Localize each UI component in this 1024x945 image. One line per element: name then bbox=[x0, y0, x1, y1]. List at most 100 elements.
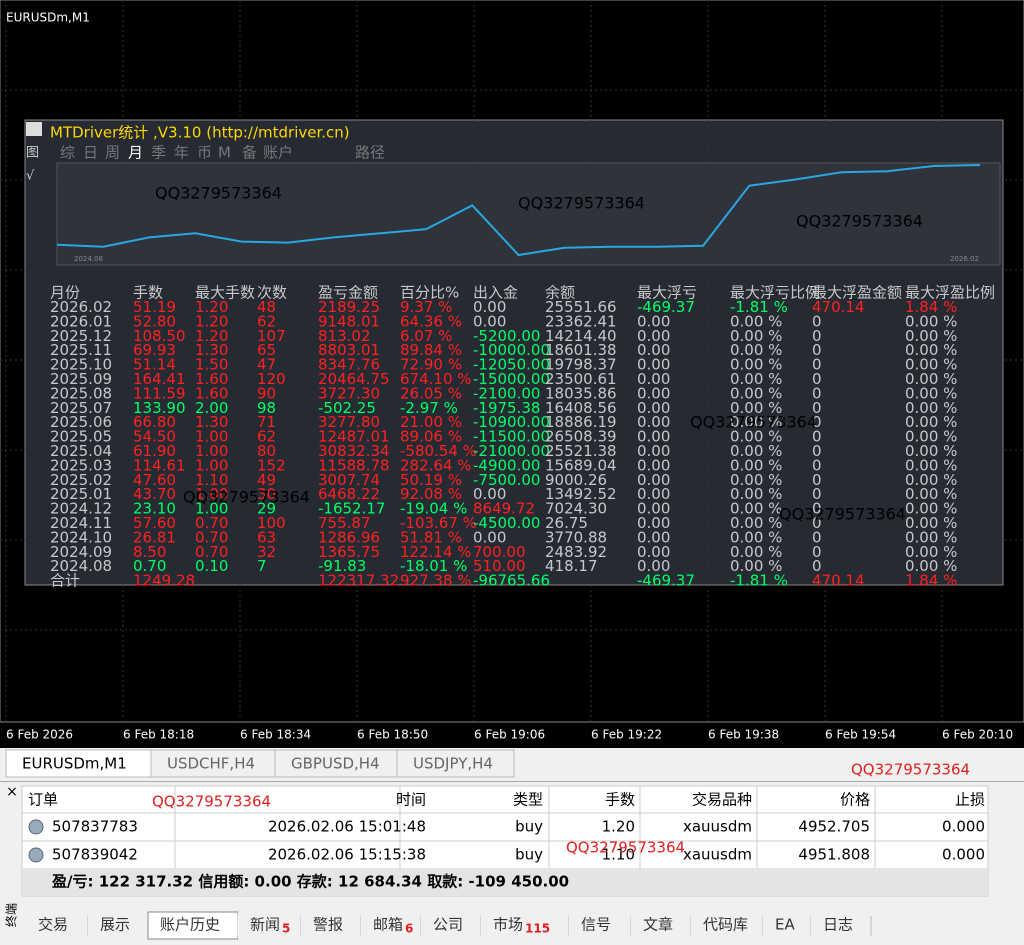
chart-tab[interactable]: EURUSDm,M1 bbox=[22, 755, 127, 773]
table-header: 最大浮盈比例 bbox=[905, 284, 995, 302]
chart-tab[interactable]: USDJPY,H4 bbox=[413, 755, 493, 773]
watermark: QQ3279573364 bbox=[183, 488, 310, 507]
title-bg bbox=[2, 10, 92, 26]
table-cell: 0.00 % bbox=[905, 543, 957, 561]
table-cell: 0.00 bbox=[637, 442, 670, 460]
chart-tab[interactable]: GBPUSD,H4 bbox=[291, 755, 380, 773]
table-cell: 51.14 bbox=[133, 356, 176, 374]
panel-tab[interactable]: 月 bbox=[128, 144, 143, 162]
terminal-cell: 1.20 bbox=[602, 818, 635, 836]
x-axis-label: 6 Feb 19:22 bbox=[591, 728, 662, 742]
table-cell: 0.00 % bbox=[730, 356, 782, 374]
table-cell: 89.06 % bbox=[400, 428, 462, 446]
divider bbox=[0, 781, 1024, 782]
table-cell: 3727.30 bbox=[318, 384, 380, 402]
table-header: 最大手数 bbox=[195, 284, 255, 302]
tab-badge: 6 bbox=[405, 922, 413, 936]
table-header: 最大浮亏比例 bbox=[730, 284, 820, 302]
watermark: QQ3279573364 bbox=[796, 212, 923, 231]
terminal-tab[interactable]: 交易 bbox=[38, 916, 68, 934]
terminal-tab[interactable]: 公司 bbox=[433, 916, 463, 934]
terminal-tab-bg bbox=[763, 912, 811, 939]
panel-tab[interactable]: 年 bbox=[174, 144, 189, 162]
terminal-tab[interactable]: 市场 bbox=[493, 916, 523, 934]
table-cell: 1.30 bbox=[195, 413, 228, 431]
table-cell: 26508.39 bbox=[545, 428, 617, 446]
table-cell: 23500.61 bbox=[545, 370, 617, 388]
table-cell: 66.80 bbox=[133, 413, 176, 431]
table-cell: -502.25 bbox=[318, 399, 376, 417]
watermark: QQ3279573364 bbox=[518, 194, 645, 213]
table-cell: 32 bbox=[257, 543, 276, 561]
chart-tab[interactable]: USDCHF,H4 bbox=[167, 755, 255, 773]
terminal-tab-bg bbox=[301, 912, 361, 939]
terminal-tab[interactable]: 信号 bbox=[581, 916, 611, 934]
terminal-tab[interactable]: 警报 bbox=[313, 916, 343, 934]
table-cell: 9.37 % bbox=[400, 298, 452, 316]
table-cell: 0 bbox=[812, 384, 822, 402]
terminal-cell: 2026.02.06 15:15:38 bbox=[268, 846, 426, 864]
table-cell: 0.00 % bbox=[730, 514, 782, 532]
terminal-header: 止损 bbox=[955, 791, 985, 809]
table-cell: 18886.19 bbox=[545, 413, 617, 431]
table-cell: 0.00 % bbox=[730, 471, 782, 489]
table-cell: 1.50 bbox=[195, 356, 228, 374]
table-cell: 0.00 bbox=[637, 485, 670, 503]
x-axis-label: 6 Feb 18:34 bbox=[240, 728, 311, 742]
table-cell: 61.90 bbox=[133, 442, 176, 460]
panel-tab[interactable]: 路径 bbox=[355, 144, 385, 162]
table-cell: 0.00 % bbox=[730, 370, 782, 388]
table-cell: 0.00 % bbox=[730, 456, 782, 474]
terminal-tab[interactable]: 代码库 bbox=[703, 916, 748, 934]
terminal-tab[interactable]: 新闻 bbox=[250, 916, 280, 934]
x-axis-label: 6 Feb 20:10 bbox=[942, 728, 1013, 742]
panel-tab[interactable]: 日 bbox=[83, 144, 98, 162]
terminal-tab[interactable]: 邮箱 bbox=[373, 916, 403, 934]
terminal-cell: 0.000 bbox=[942, 818, 985, 836]
panel-tab[interactable]: M bbox=[218, 144, 231, 162]
table-cell: -4500.00 bbox=[473, 514, 540, 532]
terminal-tab[interactable]: 日志 bbox=[823, 916, 853, 934]
close-button[interactable]: × bbox=[6, 784, 18, 800]
table-cell: -21000.00 bbox=[473, 442, 550, 460]
table-cell: 43.70 bbox=[133, 485, 176, 503]
watermark: QQ3279573364 bbox=[851, 761, 970, 779]
table-cell: 1.60 bbox=[195, 384, 228, 402]
panel-icon bbox=[26, 122, 42, 136]
terminal-tab[interactable]: 账户历史 bbox=[160, 916, 220, 934]
table-cell: -2.97 % bbox=[400, 399, 458, 417]
terminal-tab[interactable]: EA bbox=[775, 916, 795, 934]
table-cell: 0.00 bbox=[637, 471, 670, 489]
table-cell: 8.50 bbox=[133, 543, 166, 561]
panel-tab[interactable]: 币 bbox=[197, 144, 212, 162]
panel-tab[interactable]: 备 bbox=[242, 144, 257, 162]
terminal-tab[interactable]: 文章 bbox=[643, 916, 673, 934]
panel-tab[interactable]: 综 bbox=[60, 144, 75, 162]
chart-tab-bg bbox=[5, 749, 152, 778]
panel-tab[interactable]: 账户 bbox=[263, 144, 293, 162]
table-cell: 26.81 bbox=[133, 528, 176, 546]
table-cell: 3007.74 bbox=[318, 471, 380, 489]
order-icon bbox=[28, 847, 44, 863]
terminal-cell: 0.000 bbox=[942, 846, 985, 864]
watermark: QQ3279573364 bbox=[152, 793, 271, 811]
table-cell: 0.00 bbox=[473, 312, 506, 330]
terminal-tab[interactable]: 展示 bbox=[100, 916, 130, 934]
table-cell: 0.00 % bbox=[905, 428, 957, 446]
table-cell: 0.00 bbox=[637, 341, 670, 359]
table-cell: 2025.09 bbox=[50, 370, 112, 388]
table-cell: -5200.00 bbox=[473, 327, 540, 345]
panel-tab[interactable]: 季 bbox=[151, 144, 166, 162]
table-cell: 16408.56 bbox=[545, 399, 617, 417]
terminal-header: 类型 bbox=[513, 791, 543, 809]
table-cell: -469.37 bbox=[637, 298, 695, 316]
panel-tab[interactable]: 周 bbox=[105, 144, 120, 162]
table-cell: -19.04 % bbox=[400, 500, 467, 518]
terminal-cell: 1.10 bbox=[602, 846, 635, 864]
table-cell: 2025.01 bbox=[50, 485, 112, 503]
terminal-tab-bg bbox=[421, 912, 481, 939]
table-cell: 90 bbox=[257, 384, 276, 402]
watermark: QQ3279573364 bbox=[155, 184, 282, 203]
table-cell: 92.08 % bbox=[400, 485, 462, 503]
table-cell: 62 bbox=[257, 312, 276, 330]
